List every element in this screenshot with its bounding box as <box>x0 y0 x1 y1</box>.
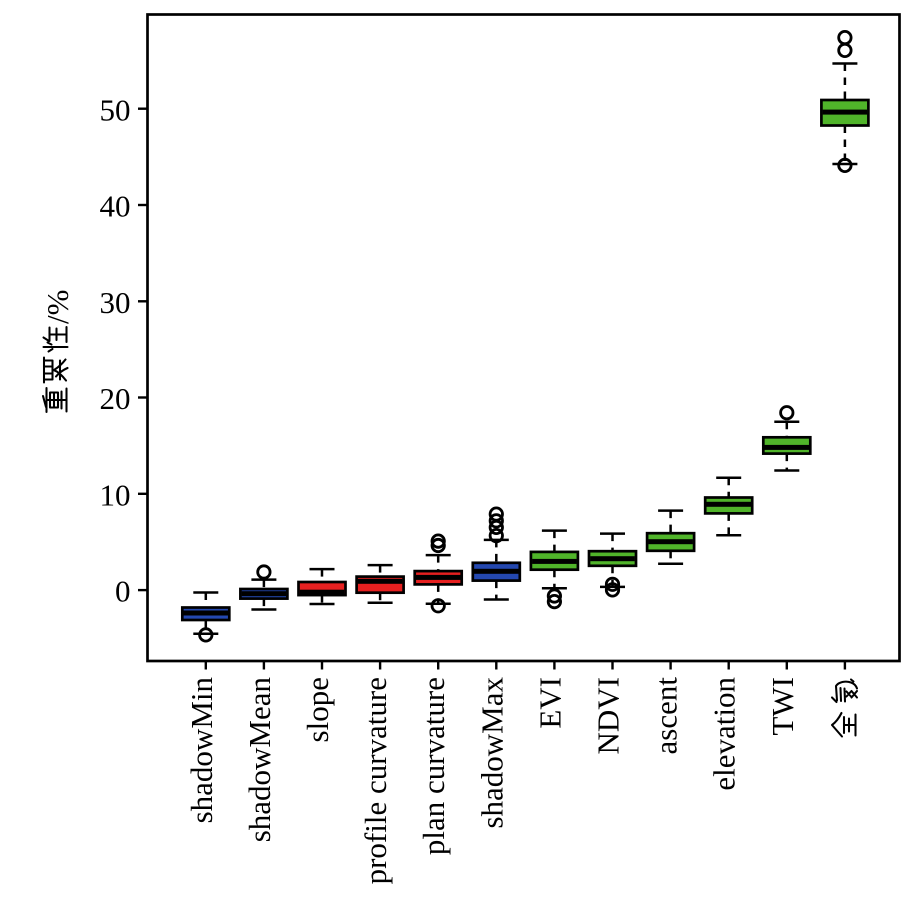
svg-text:plan curvature: plan curvature <box>416 677 451 855</box>
svg-text:shadowMean: shadowMean <box>242 677 277 843</box>
svg-text:10: 10 <box>100 477 131 512</box>
svg-text:ascent: ascent <box>649 677 684 755</box>
svg-text:EVI: EVI <box>532 677 567 729</box>
svg-text:40: 40 <box>100 189 131 224</box>
svg-text:0: 0 <box>115 574 131 609</box>
svg-text:shadowMin: shadowMin <box>184 677 219 824</box>
svg-text:slope: slope <box>300 677 335 742</box>
svg-text:/%: /% <box>40 290 75 324</box>
svg-text:shadowMax: shadowMax <box>474 677 509 829</box>
svg-text:20: 20 <box>100 381 131 416</box>
svg-text:TWI: TWI <box>765 677 800 736</box>
svg-text:profile curvature: profile curvature <box>358 677 393 884</box>
svg-text:50: 50 <box>100 92 131 127</box>
svg-text:elevation: elevation <box>707 677 742 791</box>
svg-text:30: 30 <box>100 285 131 320</box>
svg-text:NDVI: NDVI <box>591 677 626 755</box>
